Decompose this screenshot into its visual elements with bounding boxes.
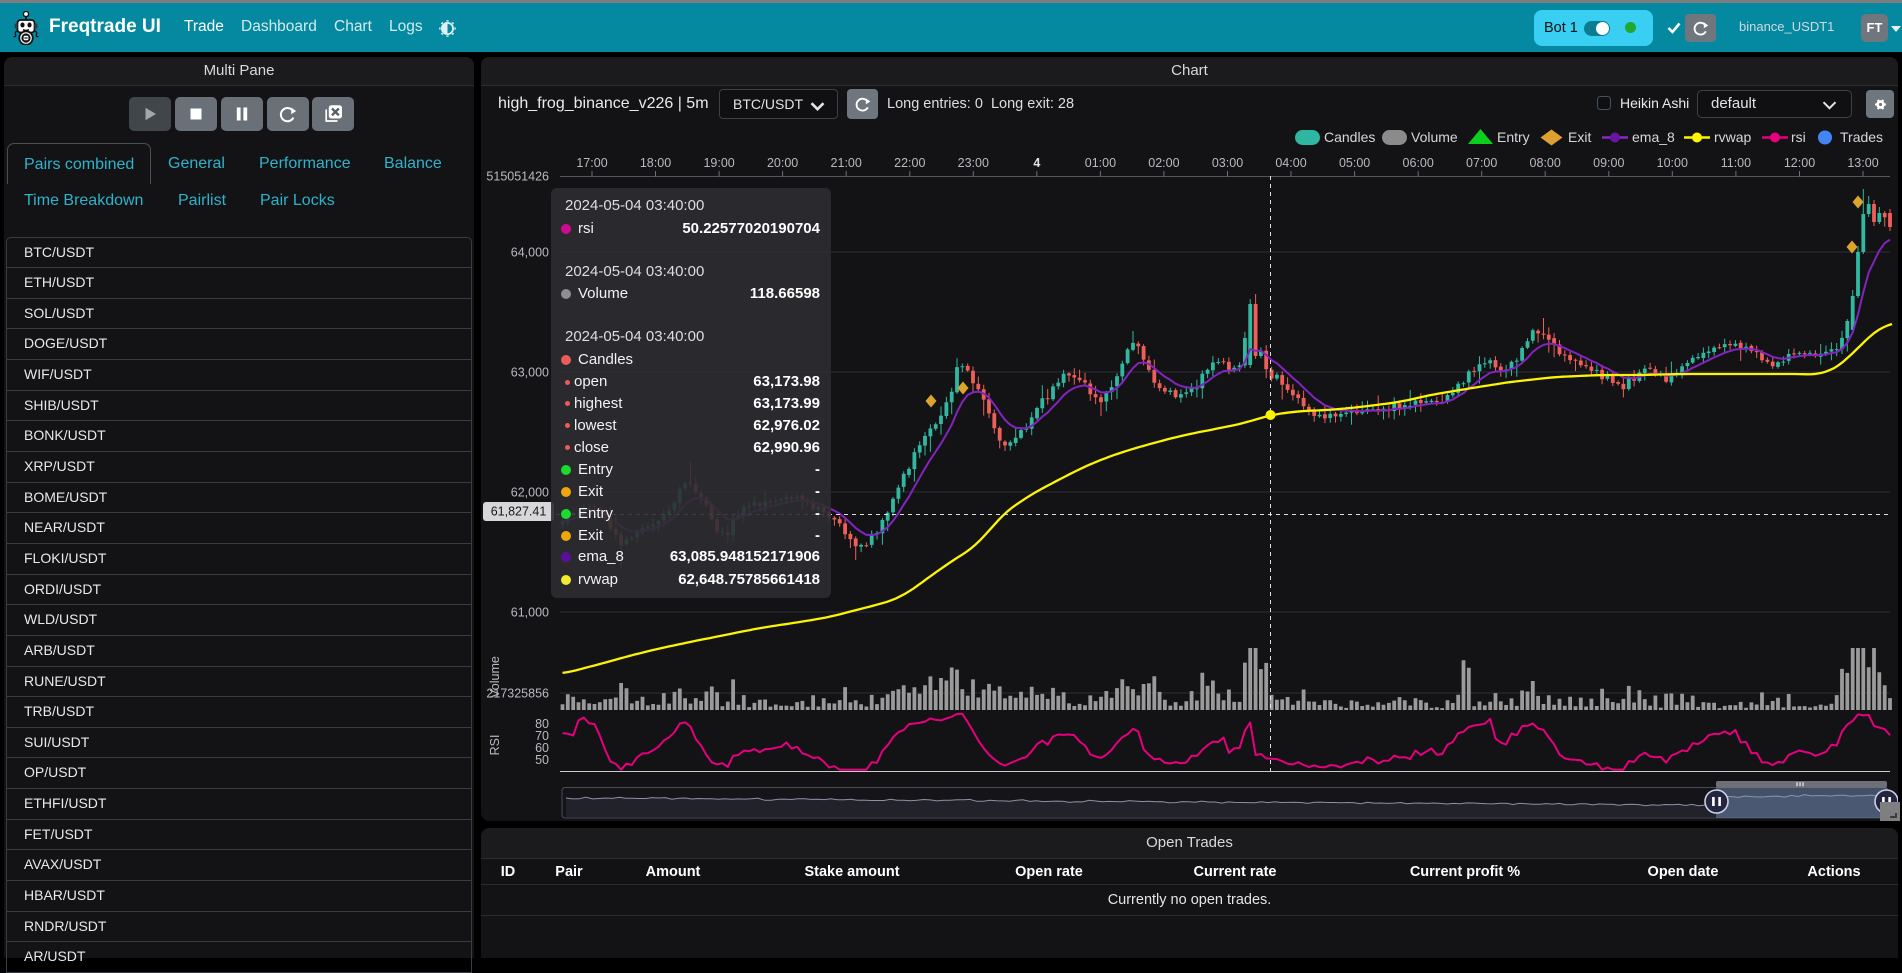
svg-text:4: 4 <box>1033 156 1040 170</box>
svg-text:Volume: Volume <box>488 656 502 698</box>
svg-text:18:00: 18:00 <box>640 156 671 170</box>
svg-text:70: 70 <box>535 729 549 743</box>
svg-text:20:00: 20:00 <box>767 156 798 170</box>
svg-text:RSI: RSI <box>488 735 502 756</box>
svg-text:02:00: 02:00 <box>1148 156 1179 170</box>
svg-text:62,000: 62,000 <box>511 486 549 500</box>
svg-text:13:00: 13:00 <box>1847 156 1878 170</box>
svg-text:22:00: 22:00 <box>894 156 925 170</box>
svg-text:61,827.41: 61,827.41 <box>491 505 547 519</box>
svg-text:50: 50 <box>535 753 549 767</box>
svg-text:63,000: 63,000 <box>511 366 549 380</box>
svg-text:12:00: 12:00 <box>1784 156 1815 170</box>
svg-text:05:00: 05:00 <box>1339 156 1370 170</box>
svg-text:01:00: 01:00 <box>1085 156 1116 170</box>
svg-text:61,000: 61,000 <box>511 606 549 620</box>
svg-text:06:00: 06:00 <box>1403 156 1434 170</box>
svg-text:60: 60 <box>535 741 549 755</box>
svg-text:08:00: 08:00 <box>1530 156 1561 170</box>
svg-text:21:00: 21:00 <box>831 156 862 170</box>
svg-text:03:00: 03:00 <box>1212 156 1243 170</box>
svg-text:07:00: 07:00 <box>1466 156 1497 170</box>
svg-text:23:00: 23:00 <box>958 156 989 170</box>
svg-text:515051426: 515051426 <box>486 170 549 184</box>
svg-text:17:00: 17:00 <box>576 156 607 170</box>
svg-text:04:00: 04:00 <box>1275 156 1306 170</box>
svg-text:11:00: 11:00 <box>1721 156 1751 170</box>
svg-text:09:00: 09:00 <box>1593 156 1624 170</box>
svg-text:80: 80 <box>535 717 549 731</box>
svg-text:19:00: 19:00 <box>703 156 734 170</box>
svg-text:217325856: 217325856 <box>486 687 549 701</box>
svg-text:64,000: 64,000 <box>511 246 549 260</box>
svg-text:10:00: 10:00 <box>1657 156 1688 170</box>
